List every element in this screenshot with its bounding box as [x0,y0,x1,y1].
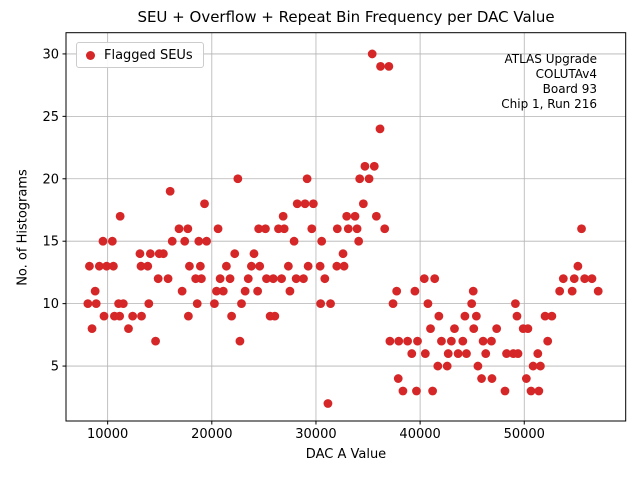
chart-title: SEU + Overflow + Repeat Bin Frequency pe… [137,8,555,26]
legend-label: Flagged SEUs [104,47,193,63]
x-tick-label: 40000 [399,427,440,442]
legend-marker-icon [86,50,95,60]
annotation-line: Chip 1, Run 216 [501,97,597,111]
legend: Flagged SEUs [76,42,204,68]
annotation-line: COLUTAv4 [535,67,597,81]
x-tick-label: 10000 [87,427,128,442]
y-tick-label: 25 [42,110,59,125]
annotation-line: Board 93 [542,82,597,96]
y-axis-label: No. of Histograms [15,169,31,286]
y-tick-label: 5 [51,360,59,375]
x-tick-label: 20000 [191,427,232,442]
y-tick-label: 30 [42,47,59,62]
x-tick-label: 50000 [504,427,545,442]
annotation-line: ATLAS Upgrade [504,52,597,66]
annotation-block: ATLAS Upgrade COLUTAv4 Board 93 Chip 1, … [501,52,597,112]
y-tick-label: 10 [42,297,59,312]
y-tick-label: 20 [42,172,59,187]
y-tick-label: 15 [42,235,59,250]
x-axis-label: DAC A Value [305,447,387,462]
x-tick-label: 30000 [295,427,336,442]
